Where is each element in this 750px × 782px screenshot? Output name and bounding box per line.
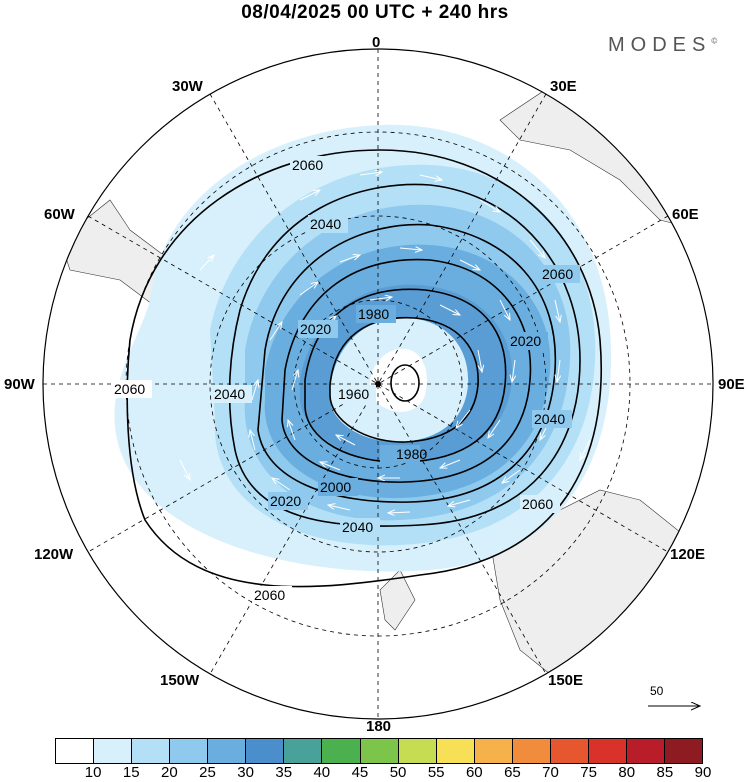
- lon-label-120e: 120E: [670, 546, 706, 563]
- lon-label-30w: 30W: [172, 78, 203, 95]
- colorbar-tick-label: 65: [504, 764, 521, 781]
- lon-label-150e: 150E: [548, 672, 584, 689]
- contour-label: 1980: [396, 446, 427, 462]
- lon-label-60w: 60W: [44, 206, 75, 223]
- colorbar-tick-label: 60: [465, 764, 483, 781]
- colorbar-tick-label: 15: [122, 764, 140, 781]
- map-boundary: [42, 48, 714, 720]
- map-title: 08/04/2025 00 UTC + 240 hrs: [241, 2, 509, 23]
- colorbar-swatch: [246, 739, 285, 763]
- wind-vectors: [179, 172, 591, 513]
- contour-label: 2020: [270, 493, 301, 509]
- colorbar-swatch: [322, 739, 361, 763]
- contour-label: 2020: [300, 321, 331, 337]
- lon-label-120w: 120W: [34, 546, 74, 563]
- contour-2000: [281, 258, 532, 483]
- colorbar-tick-label: 25: [199, 764, 216, 781]
- colorbar-swatch: [132, 739, 171, 763]
- colorbar-swatch: [588, 739, 627, 763]
- colorbar-swatch: [474, 739, 513, 763]
- colorbar-tick-label: 75: [580, 764, 597, 781]
- contour-low-center: [390, 364, 420, 402]
- pole-marker: [375, 381, 381, 387]
- lon-label-90w: 90W: [4, 376, 35, 393]
- contour-label: 2060: [254, 587, 285, 603]
- contour-label: 2020: [510, 333, 541, 349]
- colorbar-tick-label: 30: [237, 764, 254, 781]
- colorbar-swatch: [360, 739, 399, 763]
- contour-label: 2060: [292, 157, 323, 173]
- colorbar-tick-label: 10: [84, 764, 102, 781]
- lon-label-30e: 30E: [550, 78, 577, 95]
- colorbar-swatch: [284, 739, 323, 763]
- colorbar-tick-label: 20: [161, 764, 178, 781]
- contour-label: 2000: [320, 479, 351, 495]
- colorbar-tick-label: 70: [542, 764, 559, 781]
- contour-label: 2040: [534, 411, 565, 427]
- lon-label-150w: 150W: [160, 672, 200, 689]
- colorbar-swatch: [170, 739, 209, 763]
- modes-logo: MODES©: [608, 34, 718, 56]
- wind-shade-core: [369, 348, 427, 412]
- contour-2040: [228, 183, 581, 527]
- lon-label-180: 180: [366, 718, 392, 735]
- contour-1980: [304, 288, 507, 463]
- colorbar-swatch: [665, 739, 703, 763]
- contour-label: 2060: [542, 266, 573, 282]
- colorbar-tick-label: 45: [351, 764, 369, 781]
- colorbar: [55, 738, 703, 764]
- contour-label: 1960: [338, 386, 369, 402]
- colorbar-tick-label: 85: [656, 764, 674, 781]
- land-new-zealand: [379, 569, 416, 631]
- contour-label: 2040: [310, 216, 341, 232]
- colorbar-tick-label: 80: [618, 764, 636, 781]
- colorbar-swatch: [436, 739, 475, 763]
- colorbar-tick-label: 55: [427, 764, 445, 781]
- colorbar-tick-label: 40: [313, 764, 331, 781]
- lon-label-0: 0: [372, 34, 381, 51]
- lon-label-90e: 90E: [718, 376, 745, 393]
- colorbar-swatch: [94, 739, 133, 763]
- contour-label: 2040: [342, 519, 373, 535]
- colorbar-tick-label: 50: [389, 764, 407, 781]
- contour-label: 1980: [358, 306, 389, 322]
- colorbar-swatch: [626, 739, 665, 763]
- contour-label: 2040: [214, 386, 245, 402]
- colorbar-swatch: [56, 739, 95, 763]
- colorbar-swatch: [398, 739, 437, 763]
- contour-label: 2060: [114, 381, 145, 397]
- colorbar-swatch: [208, 739, 247, 763]
- colorbar-swatch: [550, 739, 589, 763]
- contour-label: 2060: [522, 496, 553, 512]
- colorbar-swatch: [512, 739, 551, 763]
- colorbar-tick-label: 35: [275, 764, 293, 781]
- colorbar-tick-label: 90: [694, 764, 712, 781]
- lon-label-60e: 60E: [672, 206, 699, 223]
- reference-vector-label: 50: [650, 684, 664, 698]
